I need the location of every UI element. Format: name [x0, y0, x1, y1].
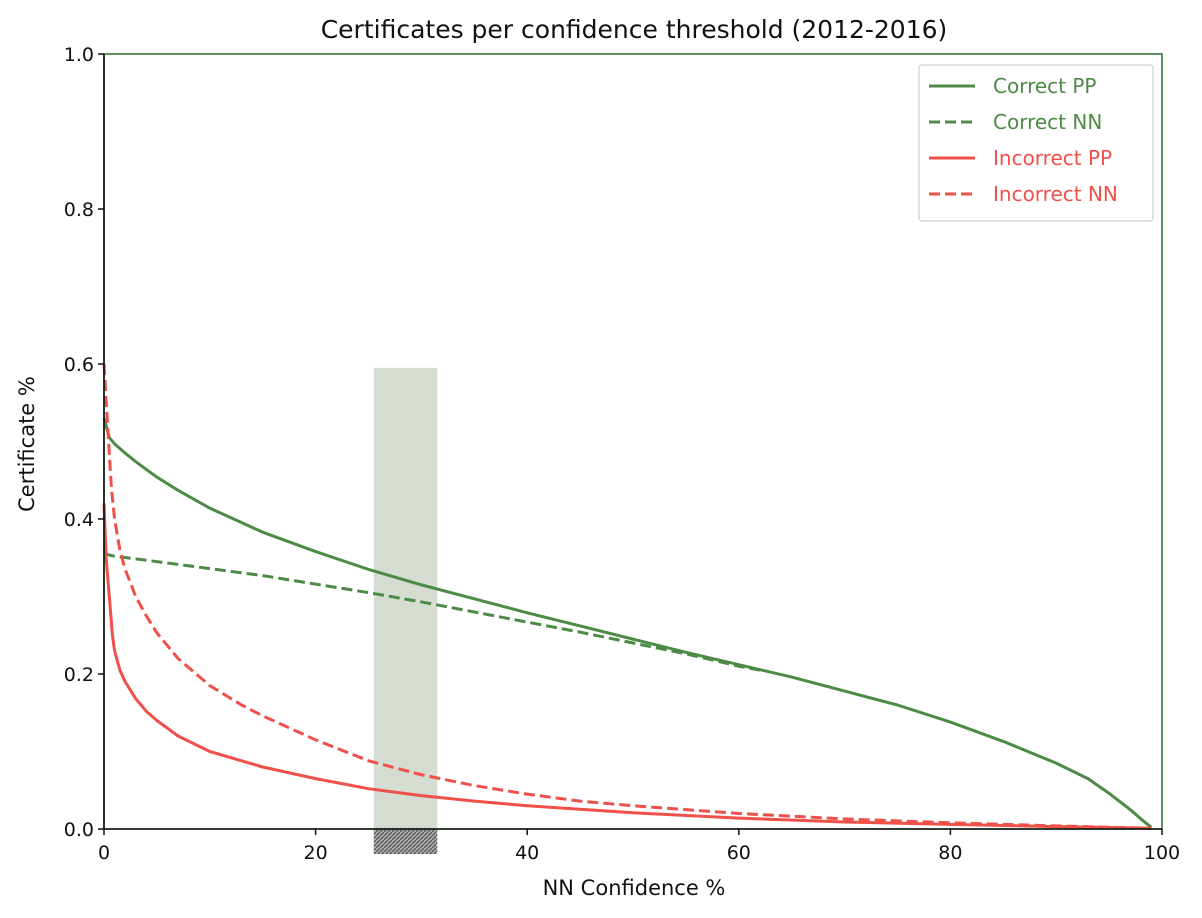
plot-area [102, 363, 1153, 854]
y-axis-label: Certificate % [15, 376, 39, 512]
series-line-incorrect-nn [102, 363, 1152, 830]
y-tick-label: 0.0 [64, 819, 94, 841]
y-tick-label: 0.2 [64, 664, 94, 686]
series-line-incorrect-pp [102, 503, 1152, 830]
series-line-correct-pp [102, 417, 1153, 829]
y-tick-label: 0.6 [64, 354, 94, 376]
legend: Correct PP Correct NN Incorrect PP Incorrec… [918, 64, 1154, 222]
series-line-correct-nn [103, 552, 761, 672]
highlight-band-marker [373, 829, 438, 854]
x-tick-label: 80 [938, 842, 962, 864]
legend-box [918, 64, 1154, 222]
chart-title: Certificates per confidence threshold (2… [321, 15, 948, 44]
legend-label: Correct PP [993, 74, 1096, 98]
legend-label: Incorrect NN [993, 182, 1118, 206]
x-tick-label: 40 [515, 842, 539, 864]
legend-label: Incorrect PP [993, 146, 1112, 170]
x-tick-label: 0 [98, 842, 110, 864]
legend-label: Correct NN [993, 110, 1102, 134]
x-tick-label: 100 [1144, 842, 1180, 864]
axes: 0 20 40 60 80 100 0.0 0.2 0.4 0.6 0.8 1.0 [64, 44, 1180, 864]
x-axis-label: NN Confidence % [543, 876, 726, 900]
x-tick-label: 60 [727, 842, 751, 864]
y-tick-label: 0.8 [64, 199, 94, 221]
y-tick-label: 1.0 [64, 44, 94, 66]
x-tick-label: 20 [304, 842, 328, 864]
y-tick-label: 0.4 [64, 509, 94, 531]
